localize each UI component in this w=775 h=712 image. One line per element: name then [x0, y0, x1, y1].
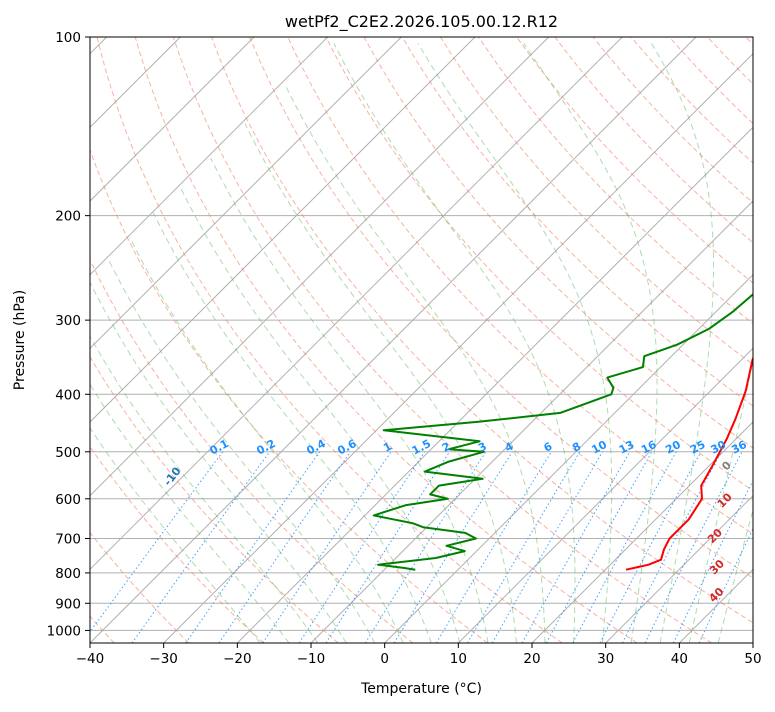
y-tick-label: 1000: [47, 623, 81, 639]
x-tick-label: −30: [149, 651, 178, 667]
y-tick-label: 600: [55, 492, 81, 508]
y-tick-label: 700: [55, 532, 81, 548]
x-tick-label: −10: [297, 651, 326, 667]
x-tick-label: 40: [671, 651, 688, 667]
y-axis-label: Pressure (hPa): [12, 290, 28, 390]
chart-title: wetPf2_C2E2.2026.105.00.12.R12: [285, 12, 558, 32]
x-tick-label: 50: [744, 651, 761, 667]
y-tick-label: 400: [55, 387, 81, 403]
x-axis-label: Temperature (°C): [360, 681, 482, 697]
y-tick-label: 300: [55, 313, 81, 329]
x-tick-label: −20: [223, 651, 252, 667]
y-tick-label: 500: [55, 445, 81, 461]
y-tick-label: 200: [55, 209, 81, 225]
x-tick-label: 30: [597, 651, 614, 667]
y-tick-label: 100: [55, 30, 81, 46]
x-tick-label: 20: [523, 651, 540, 667]
y-tick-label: 900: [55, 596, 81, 612]
y-tick-label: 800: [55, 566, 81, 582]
x-tick-label: 0: [380, 651, 389, 667]
x-tick-label: −40: [76, 651, 105, 667]
x-tick-label: 10: [450, 651, 467, 667]
